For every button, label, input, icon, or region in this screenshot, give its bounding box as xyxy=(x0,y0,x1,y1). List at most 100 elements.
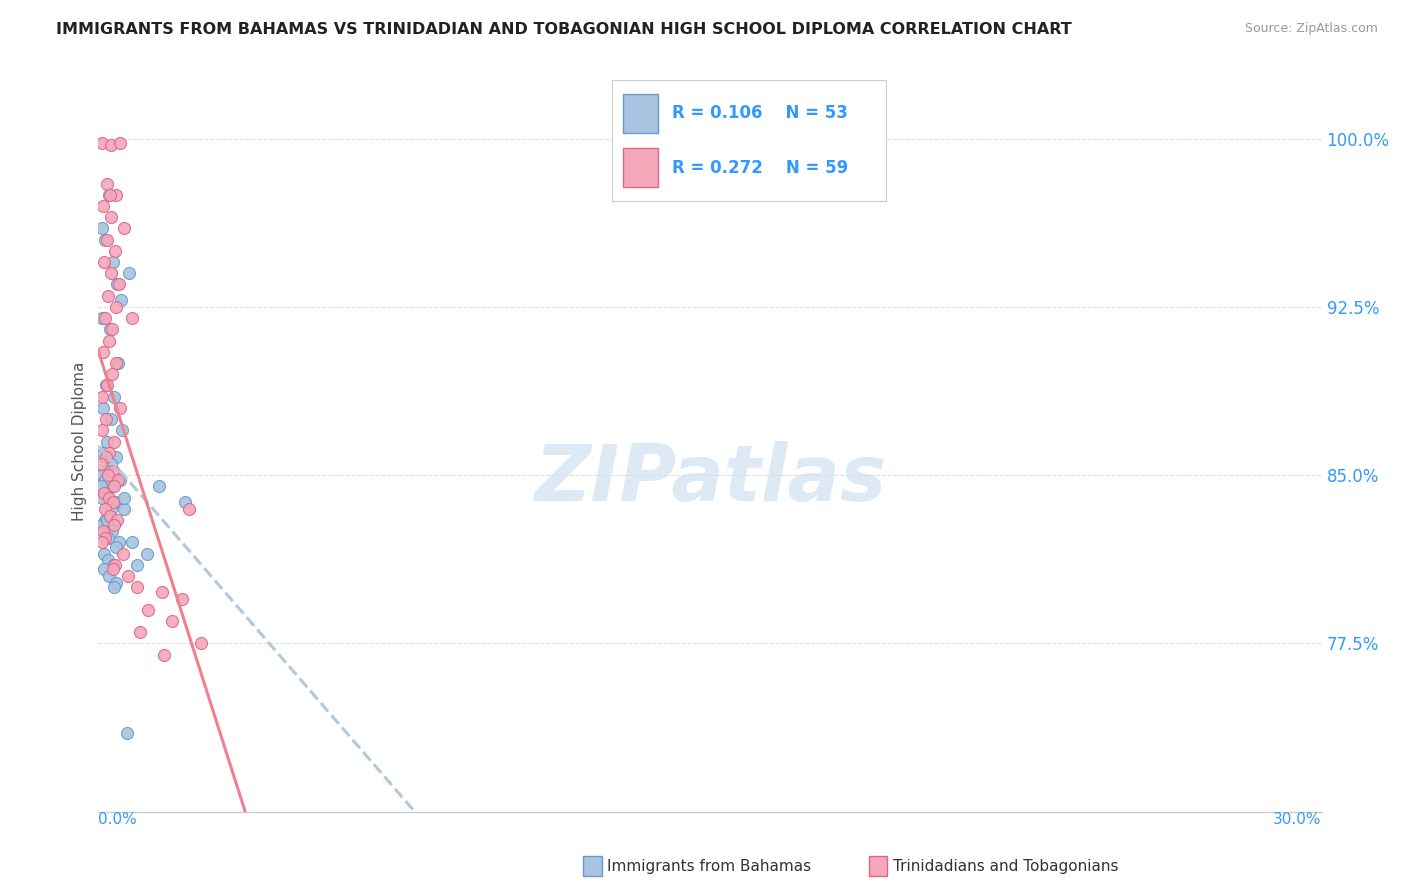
Bar xyxy=(623,94,658,133)
Point xyxy=(101,524,124,539)
Text: 0.0%: 0.0% xyxy=(98,812,138,827)
Point xyxy=(98,508,121,523)
Point xyxy=(91,468,114,483)
Y-axis label: High School Diploma: High School Diploma xyxy=(72,362,87,521)
Point xyxy=(100,138,122,153)
Point xyxy=(177,501,200,516)
Point xyxy=(104,244,127,258)
Point xyxy=(94,378,117,392)
Point xyxy=(100,412,122,426)
Point xyxy=(91,535,114,549)
Point xyxy=(98,446,121,460)
Point xyxy=(91,401,114,415)
Point xyxy=(111,423,134,437)
Point xyxy=(104,558,127,572)
Point xyxy=(170,591,193,606)
Text: R = 0.272    N = 59: R = 0.272 N = 59 xyxy=(672,159,848,177)
Point xyxy=(148,479,170,493)
Bar xyxy=(623,148,658,187)
Point xyxy=(108,136,131,150)
Point xyxy=(97,187,120,202)
Point xyxy=(96,233,118,247)
Point xyxy=(121,535,143,549)
Point xyxy=(127,558,149,572)
Point xyxy=(104,540,127,554)
Point xyxy=(96,177,118,191)
Point xyxy=(112,221,135,235)
Point xyxy=(96,378,118,392)
Point xyxy=(104,187,127,202)
Point xyxy=(96,513,118,527)
Point xyxy=(90,423,112,437)
Point xyxy=(93,255,115,269)
Point xyxy=(96,434,118,449)
Point xyxy=(93,311,115,326)
Text: ZIPatlas: ZIPatlas xyxy=(534,441,886,516)
Point xyxy=(91,390,114,404)
Point xyxy=(98,322,121,336)
Text: R = 0.106    N = 53: R = 0.106 N = 53 xyxy=(672,104,848,122)
Point xyxy=(94,501,117,516)
Point xyxy=(97,531,120,545)
Point xyxy=(101,479,124,493)
Point xyxy=(94,531,117,545)
Point xyxy=(121,311,143,326)
Point xyxy=(107,473,129,487)
Point xyxy=(190,636,212,650)
Point xyxy=(90,479,112,493)
Point xyxy=(90,457,112,471)
Point xyxy=(91,344,114,359)
Text: Trinidadians and Tobagonians: Trinidadians and Tobagonians xyxy=(893,859,1118,873)
Point xyxy=(108,535,131,549)
Point xyxy=(91,468,114,483)
Point xyxy=(104,450,127,465)
Point xyxy=(100,210,122,224)
Point xyxy=(108,473,131,487)
Point xyxy=(115,726,138,740)
Text: 30.0%: 30.0% xyxy=(1274,812,1322,827)
Point xyxy=(103,434,125,449)
Text: Source: ZipAtlas.com: Source: ZipAtlas.com xyxy=(1244,22,1378,36)
Point xyxy=(101,558,124,572)
Point xyxy=(105,277,128,292)
Point xyxy=(150,585,173,599)
Point xyxy=(98,508,121,523)
Point xyxy=(101,562,124,576)
Point xyxy=(110,293,132,308)
Point xyxy=(103,390,125,404)
Point xyxy=(153,648,176,662)
Point xyxy=(96,486,118,500)
Point xyxy=(97,468,120,483)
Point xyxy=(94,473,117,487)
Point xyxy=(108,277,131,292)
Point xyxy=(111,547,134,561)
Point xyxy=(136,603,159,617)
Point xyxy=(91,311,114,326)
Point xyxy=(112,501,135,516)
Point xyxy=(90,221,112,235)
Point xyxy=(96,464,118,478)
Point xyxy=(103,479,125,493)
Point xyxy=(160,614,183,628)
Point xyxy=(104,495,127,509)
Point xyxy=(93,486,115,500)
Point xyxy=(100,457,122,471)
Point xyxy=(135,547,157,561)
Point xyxy=(105,300,128,314)
Point xyxy=(118,266,141,280)
Text: Immigrants from Bahamas: Immigrants from Bahamas xyxy=(607,859,811,873)
Point xyxy=(112,491,135,505)
Point xyxy=(96,412,118,426)
Point xyxy=(93,547,115,561)
Point xyxy=(173,495,195,509)
Point xyxy=(108,401,131,415)
Point xyxy=(90,517,112,532)
Point xyxy=(93,562,115,576)
Point xyxy=(101,464,124,478)
Point xyxy=(91,524,114,539)
Point xyxy=(101,495,124,509)
Point xyxy=(104,356,127,370)
Point xyxy=(128,625,150,640)
Point xyxy=(101,368,124,382)
Point xyxy=(94,450,117,465)
